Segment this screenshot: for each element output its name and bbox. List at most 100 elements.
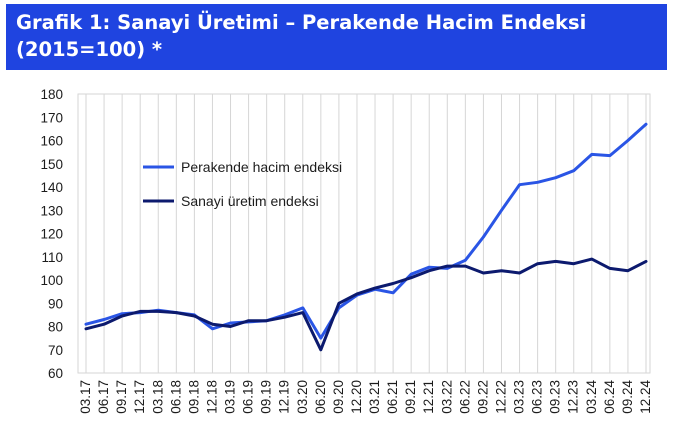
y-tick-label: 70	[48, 343, 63, 358]
title-banner: Grafik 1: Sanayi Üretimi – Perakende Hac…	[6, 4, 667, 70]
data-point	[536, 181, 539, 184]
data-point	[337, 302, 341, 305]
series-line-2	[84, 257, 648, 352]
x-tick-label: 06.21	[385, 380, 400, 414]
x-tick-label: 06.17	[96, 380, 111, 414]
x-tick-label: 06.22	[457, 380, 472, 414]
data-point	[283, 313, 286, 317]
x-tick-label: 06.20	[313, 380, 328, 414]
data-point	[572, 169, 575, 172]
data-point	[464, 259, 467, 262]
data-point	[391, 282, 395, 285]
data-point	[157, 310, 160, 313]
data-point	[464, 264, 467, 268]
data-point	[355, 292, 359, 296]
x-tick-label: 09.22	[475, 380, 490, 414]
y-tick-label: 100	[40, 273, 63, 288]
data-point	[482, 271, 485, 275]
data-point	[409, 276, 413, 279]
data-point	[301, 306, 304, 310]
data-point	[554, 176, 557, 179]
x-tick-label: 06.18	[168, 380, 183, 414]
data-point	[500, 269, 503, 272]
y-tick-label: 120	[40, 227, 63, 242]
data-point	[500, 209, 503, 212]
x-tick-label: 09.21	[403, 380, 418, 414]
legend-label-2: Sanayi üretim endeksi	[181, 193, 319, 209]
legend: Perakende hacim endeksi Sanayi üretim end…	[143, 159, 342, 209]
data-point	[211, 327, 214, 331]
data-point	[229, 325, 232, 328]
y-tick-label: 170	[40, 110, 63, 125]
x-tick-label: 09.17	[114, 380, 129, 414]
data-point	[608, 267, 612, 270]
x-tick-label: 09.19	[259, 380, 274, 414]
x-tick-label: 12.23	[566, 380, 581, 414]
data-point	[193, 314, 196, 318]
data-point	[175, 311, 178, 314]
x-tick-label: 03.20	[295, 380, 310, 414]
data-point	[102, 318, 106, 321]
data-point	[644, 260, 648, 263]
series-line-1	[84, 122, 648, 340]
y-tick-label: 160	[40, 134, 63, 149]
data-point	[590, 153, 594, 156]
plot-frame	[77, 93, 651, 374]
chart-title-line2: (2015=100) *	[16, 38, 163, 61]
data-point	[446, 264, 449, 268]
data-point	[572, 262, 575, 265]
x-tick-label: 03.24	[584, 380, 599, 414]
data-point	[211, 322, 214, 326]
data-point	[283, 316, 286, 319]
x-tick-label: 03.19	[223, 380, 238, 414]
x-tick-label: 03.17	[78, 380, 93, 414]
x-tick-label: 09.24	[620, 380, 635, 414]
data-point	[120, 314, 124, 318]
y-tick-label: 110	[41, 250, 63, 265]
x-tick-label: 06.19	[241, 380, 256, 414]
data-point	[373, 286, 377, 290]
data-point	[428, 269, 431, 272]
data-point	[626, 269, 630, 272]
data-point	[391, 291, 395, 294]
data-point	[518, 271, 521, 275]
x-tick-label: 12.17	[132, 380, 147, 414]
data-point	[644, 123, 648, 126]
x-tick-label: 06.24	[602, 380, 617, 414]
data-point	[84, 322, 88, 326]
y-tick-label: 60	[48, 366, 63, 381]
legend-label-1: Perakende hacim endeksi	[181, 159, 342, 175]
data-point	[428, 266, 431, 269]
x-axis-ticks: 03.17 06.17 09.17 12.17 03.18 06.18 09.18 12.18…	[78, 380, 653, 414]
grid	[77, 93, 651, 374]
data-point	[319, 348, 323, 351]
data-point	[554, 260, 557, 263]
x-tick-label: 03.21	[367, 380, 382, 414]
data-point	[626, 139, 630, 142]
y-tick-label: 80	[48, 320, 63, 335]
x-tick-label: 03.22	[439, 380, 454, 414]
x-tick-label: 12.24	[638, 380, 653, 414]
x-tick-label: 03.23	[512, 380, 527, 414]
x-tick-label: 12.18	[204, 380, 219, 414]
x-tick-label: 06.23	[530, 380, 545, 414]
y-tick-label: 130	[40, 203, 63, 218]
data-point	[536, 262, 539, 265]
x-tick-label: 12.19	[277, 380, 292, 414]
y-tick-label: 150	[40, 157, 63, 172]
chart-title-line1: Grafik 1: Sanayi Üretimi – Perakende Hac…	[16, 11, 587, 34]
data-point	[84, 327, 88, 331]
data-point	[247, 319, 250, 322]
x-tick-label: 09.20	[331, 380, 346, 414]
y-tick-label: 90	[48, 296, 63, 311]
data-point	[301, 311, 304, 314]
data-point	[608, 154, 612, 157]
x-tick-label: 03.18	[150, 380, 165, 414]
data-point	[319, 336, 323, 340]
data-point	[138, 310, 142, 313]
data-point	[518, 183, 521, 186]
data-point	[229, 321, 232, 325]
data-point	[102, 322, 106, 326]
data-point	[482, 235, 485, 239]
